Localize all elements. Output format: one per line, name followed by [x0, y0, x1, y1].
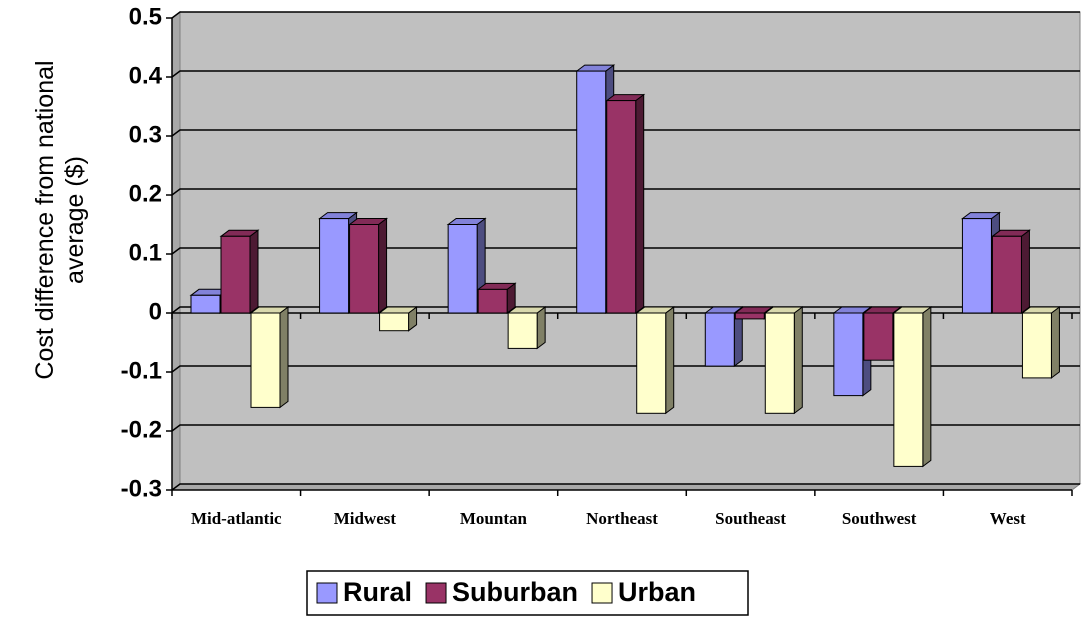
bar-front	[379, 312, 410, 332]
bar-front	[863, 312, 894, 361]
bar-side	[635, 93, 645, 314]
legend-box	[306, 570, 749, 616]
bar-side	[1050, 306, 1060, 379]
bar-side	[793, 306, 803, 415]
bar-front	[833, 312, 864, 397]
bar-side	[279, 306, 289, 409]
legend-label: Rural	[343, 577, 412, 607]
floor	[170, 483, 1082, 491]
bar	[348, 217, 389, 314]
bar-front	[893, 312, 924, 467]
bar	[832, 306, 873, 397]
bar	[1020, 306, 1061, 379]
y-tick-label: 0.3	[129, 121, 162, 148]
legend-swatch	[316, 582, 338, 604]
grid-line	[171, 424, 1080, 432]
bar-front	[349, 224, 380, 314]
grid-line	[171, 129, 1080, 137]
grid-line	[171, 247, 1080, 255]
bar-front	[734, 312, 765, 320]
bar	[862, 306, 903, 362]
bar-front	[477, 288, 508, 314]
x-tick-label: Southwest	[842, 509, 917, 528]
bar-front	[961, 218, 992, 314]
bar-side	[249, 229, 259, 314]
bar-front	[220, 235, 251, 314]
bar-front	[250, 312, 281, 408]
bar-front	[319, 218, 350, 314]
bar-front	[190, 294, 221, 314]
bar-front	[1021, 312, 1052, 379]
grid-line	[171, 483, 1080, 491]
bar-side	[536, 306, 546, 350]
legend-label: Suburban	[452, 577, 578, 607]
x-tick-label: Southeast	[715, 509, 786, 528]
y-tick-label: -0.1	[121, 357, 162, 384]
bar-front	[606, 100, 637, 314]
bar	[990, 229, 1031, 314]
legend: Rural Suburban Urban	[306, 570, 749, 616]
bar	[378, 306, 419, 332]
bar-front	[576, 70, 607, 314]
grid-line	[171, 70, 1080, 78]
bar	[506, 306, 547, 350]
bar-side	[665, 306, 675, 415]
bar-side	[1020, 229, 1030, 314]
bar-front	[704, 312, 735, 367]
grid-line	[171, 188, 1080, 196]
bar	[189, 288, 230, 314]
y-tick-label: 0.4	[129, 62, 163, 89]
grid-line	[171, 11, 1080, 19]
y-tick-label: 0.1	[129, 239, 162, 266]
bar-side	[378, 217, 388, 314]
x-tick-label: Mid-atlantic	[191, 509, 282, 528]
bar-front	[764, 312, 795, 414]
y-tick-label: 0	[149, 298, 162, 325]
bar	[605, 93, 646, 314]
legend-swatch	[425, 582, 447, 604]
legend-swatch	[591, 582, 613, 604]
bar	[892, 306, 933, 468]
x-tick-label: Northeast	[586, 509, 658, 528]
bar-side	[922, 306, 932, 468]
y-tick-label: 0.2	[129, 180, 162, 207]
bar	[249, 306, 290, 409]
bar	[763, 306, 804, 415]
x-tick-label: West	[990, 509, 1026, 528]
bar	[635, 306, 676, 415]
bar	[703, 306, 744, 368]
y-tick-label: -0.2	[121, 416, 162, 443]
bar-front	[636, 312, 667, 414]
bar	[446, 217, 487, 314]
bar-front	[447, 224, 478, 314]
bar	[219, 229, 260, 314]
bar	[476, 282, 517, 314]
legend-label: Urban	[618, 577, 696, 607]
y-axis-label: Cost difference from national average ($…	[31, 60, 89, 380]
x-tick-label: Midwest	[334, 509, 397, 528]
y-tick-label: -0.3	[121, 475, 162, 502]
y-tick-label: 0.5	[129, 3, 162, 30]
bar-front	[991, 235, 1022, 314]
bar-front	[507, 312, 538, 349]
x-tick-label: Mountan	[460, 509, 528, 528]
